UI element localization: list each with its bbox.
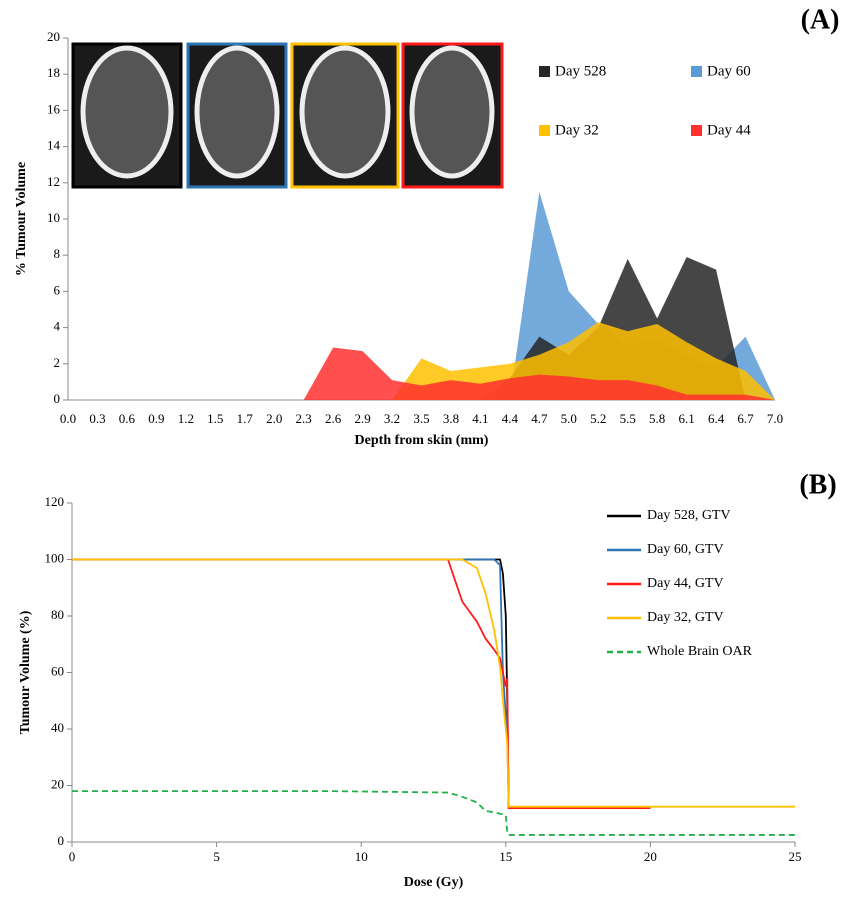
x-tick-label: 1.2 <box>178 411 194 426</box>
x-tick-label: 7.0 <box>767 411 783 426</box>
legend-swatch <box>539 125 550 136</box>
line <box>72 558 651 809</box>
y-tick-label: 10 <box>47 210 60 225</box>
x-tick-label: 1.5 <box>207 411 223 426</box>
x-tick-label: 5.0 <box>561 411 577 426</box>
line <box>72 790 795 836</box>
legend-label: Day 60, GTV <box>647 542 724 557</box>
y-tick-label: 0 <box>58 833 65 848</box>
legend-label: Day 44, GTV <box>647 576 724 591</box>
ct-images <box>71 42 504 189</box>
legend-label: Day 32 <box>555 122 599 138</box>
x-axis-title: Depth from skin (mm) <box>355 433 489 448</box>
x-tick-label: 0.6 <box>119 411 136 426</box>
x-tick-label: 25 <box>789 849 802 864</box>
line <box>72 558 651 809</box>
legend-swatch <box>691 125 702 136</box>
line <box>72 558 651 809</box>
legend-swatch <box>691 66 702 77</box>
x-tick-label: 5.8 <box>649 411 665 426</box>
y-tick-label: 2 <box>54 355 61 370</box>
legend-label: Day 44 <box>707 122 751 138</box>
y-tick-label: 12 <box>47 174 60 189</box>
x-tick-label: 3.5 <box>413 411 429 426</box>
legend-label: Day 528 <box>555 63 606 79</box>
x-tick-label: 3.2 <box>384 411 400 426</box>
y-tick-label: 120 <box>45 494 65 509</box>
chart-title: (A) <box>801 4 840 35</box>
x-tick-label: 20 <box>644 849 657 864</box>
chart-title: (B) <box>799 469 836 500</box>
x-tick-label: 1.7 <box>237 411 254 426</box>
y-tick-label: 20 <box>51 776 64 791</box>
y-tick-label: 60 <box>51 663 64 678</box>
x-tick-label: 5 <box>213 849 220 864</box>
legend-label: Whole Brain OAR <box>647 644 753 659</box>
x-axis-title: Dose (Gy) <box>404 875 464 890</box>
x-tick-label: 2.9 <box>354 411 370 426</box>
line <box>72 558 795 808</box>
y-tick-label: 20 <box>47 29 60 44</box>
ct-skull <box>80 45 174 179</box>
x-tick-label: 2.6 <box>325 411 342 426</box>
y-tick-label: 4 <box>54 319 61 334</box>
y-tick-label: 18 <box>47 65 60 80</box>
x-tick-label: 0 <box>69 849 76 864</box>
y-tick-label: 8 <box>54 246 61 261</box>
legend-swatch <box>539 66 550 77</box>
area <box>68 347 775 400</box>
y-tick-label: 16 <box>47 101 61 116</box>
ct-skull <box>194 45 280 179</box>
x-tick-label: 0.0 <box>60 411 76 426</box>
x-tick-label: 5.2 <box>590 411 606 426</box>
y-axis-title: % Tumour Volume <box>14 162 29 276</box>
ct-skull <box>409 45 495 179</box>
x-tick-label: 10 <box>355 849 368 864</box>
y-axis-title: Tumour Volume (%) <box>18 610 33 734</box>
y-tick-label: 6 <box>54 282 61 297</box>
y-tick-label: 40 <box>51 720 64 735</box>
x-tick-label: 2.0 <box>266 411 282 426</box>
x-tick-label: 4.4 <box>502 411 519 426</box>
x-tick-label: 5.5 <box>620 411 636 426</box>
x-tick-label: 0.3 <box>89 411 105 426</box>
legend-label: Day 528, GTV <box>647 508 731 523</box>
y-tick-label: 80 <box>51 607 64 622</box>
x-tick-label: 4.1 <box>472 411 488 426</box>
x-tick-label: 15 <box>499 849 512 864</box>
x-tick-label: 6.1 <box>679 411 695 426</box>
x-tick-label: 2.3 <box>296 411 312 426</box>
ct-skull <box>299 45 391 179</box>
y-tick-label: 0 <box>54 391 61 406</box>
y-tick-label: 14 <box>47 138 61 153</box>
x-tick-label: 6.7 <box>737 411 754 426</box>
y-tick-label: 100 <box>45 550 65 565</box>
legend-label: Day 60 <box>707 63 751 79</box>
x-tick-label: 3.8 <box>443 411 459 426</box>
legend-label: Day 32, GTV <box>647 610 724 625</box>
x-tick-label: 4.7 <box>531 411 548 426</box>
x-tick-label: 0.9 <box>148 411 164 426</box>
x-tick-label: 6.4 <box>708 411 725 426</box>
